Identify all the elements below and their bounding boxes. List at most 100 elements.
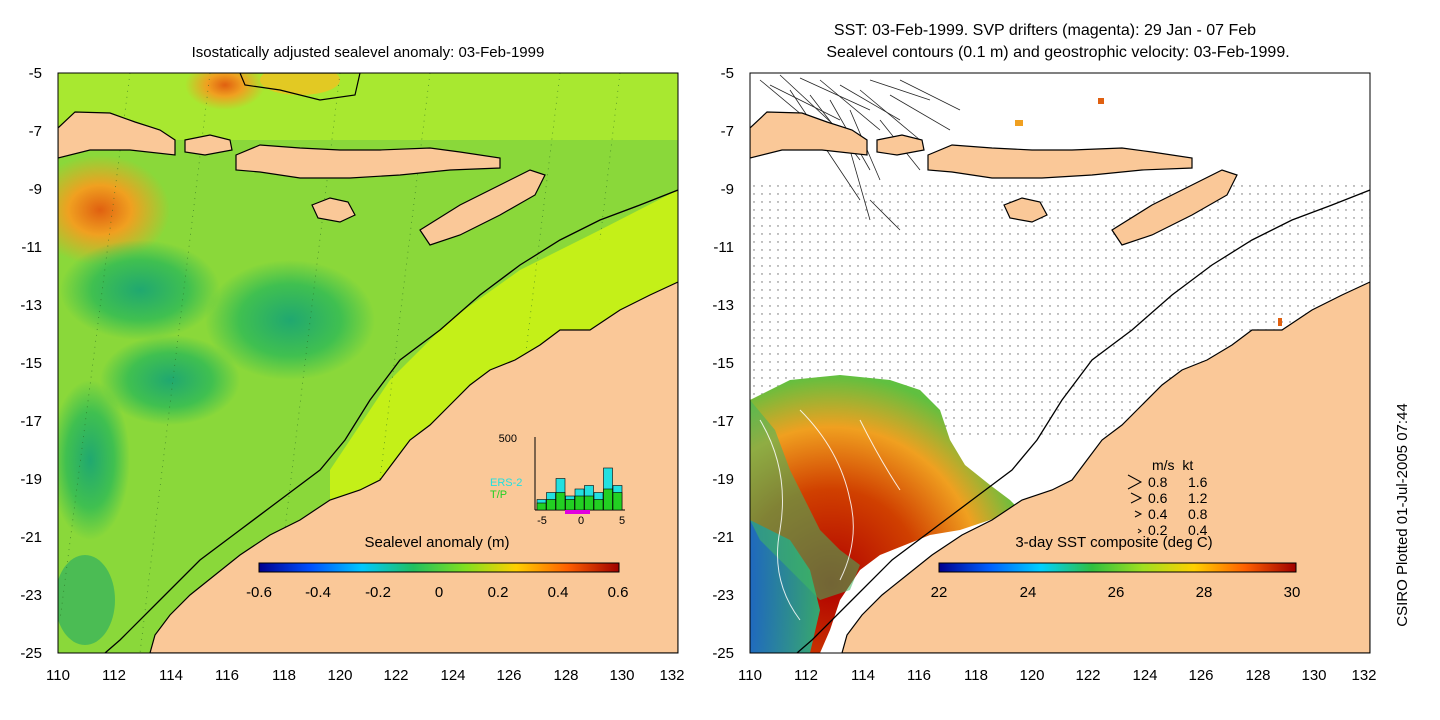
right-map <box>750 73 1370 653</box>
right-xtick-11: 132 <box>1351 667 1376 684</box>
right-sumbawa-flores <box>927 144 1193 179</box>
right-colorbar-gradient-bar <box>938 562 1297 573</box>
left-sumba <box>311 197 356 223</box>
right-ytick-9: -23 <box>712 587 734 604</box>
left-xtick-6: 122 <box>383 667 408 684</box>
left-north-australia <box>149 281 678 653</box>
left-cb-tick-5: 0.4 <box>548 584 569 601</box>
left-xtick-7: 124 <box>440 667 465 684</box>
histogram-drifter-bar <box>565 510 590 514</box>
left-xtick-2: 114 <box>159 667 183 684</box>
left-warm-anomaly-west <box>58 155 170 265</box>
left-ytick-5: -15 <box>20 355 42 372</box>
right-shelf-edge-contour <box>796 189 1370 653</box>
right-ytick-5: -15 <box>712 355 734 372</box>
right-xtick-7: 124 <box>1132 667 1157 684</box>
right-y-axis: -5 -7 -9 -11 -13 -15 -17 -19 -21 -23 -25 <box>712 65 734 662</box>
histogram-bar-tp <box>546 499 556 511</box>
velocity-legend-ms-2: 0.4 <box>1148 506 1168 522</box>
right-timor <box>1111 169 1238 246</box>
velocity-legend-arrow-1 <box>1130 492 1143 504</box>
velocity-legend-arrow-3 <box>1137 528 1142 534</box>
left-xtick-0: 110 <box>46 667 70 684</box>
left-cb-tick-6: 0.6 <box>608 584 629 601</box>
left-cb-tick-1: -0.4 <box>305 584 331 601</box>
left-cool-anomaly-3 <box>100 335 240 425</box>
right-ytick-3: -11 <box>713 239 734 256</box>
right-colorbar <box>938 562 1297 573</box>
left-ytick-7: -19 <box>20 471 42 488</box>
right-sst-pixel-3 <box>1278 318 1282 326</box>
left-colorbar-gradient-bar <box>258 562 620 573</box>
histogram-bar-tp <box>555 492 566 511</box>
right-sealevel-contours <box>759 409 901 621</box>
left-xtick-1: 112 <box>102 667 126 684</box>
left-ytick-10: -25 <box>20 645 42 662</box>
histogram-ymax-label: 500 <box>499 433 517 445</box>
left-cool-anomaly-5 <box>58 555 115 645</box>
right-sumba <box>1003 197 1048 223</box>
left-ytick-6: -17 <box>20 413 42 430</box>
velocity-legend-ms-3: 0.2 <box>1148 522 1168 538</box>
left-ytick-9: -23 <box>20 587 42 604</box>
right-cb-tick-3: 28 <box>1196 584 1213 601</box>
left-land <box>58 73 678 653</box>
right-map-frame <box>749 72 1371 654</box>
right-ytick-6: -17 <box>712 413 734 430</box>
velocity-legend-kt-2: 0.8 <box>1188 506 1208 522</box>
velocity-legend-kt-1: 1.2 <box>1188 490 1208 506</box>
histogram-xtick-0: -5 <box>537 515 547 527</box>
left-colorbar-ticks: -0.6 -0.4 -0.2 0 0.2 0.4 0.6 <box>246 584 628 601</box>
left-java-island <box>58 111 176 159</box>
left-cb-tick-3: 0 <box>435 584 443 601</box>
right-panel-title-line1: SST: 03-Feb-1999. SVP drifters (magenta)… <box>834 22 1256 39</box>
histogram-bars <box>536 467 623 511</box>
histogram-bar-tp <box>574 495 585 511</box>
right-ytick-8: -21 <box>712 529 734 546</box>
velocity-legend-kt-0: 1.6 <box>1188 474 1208 490</box>
left-panel-title: Isostatically adjusted sealevel anomaly:… <box>192 44 545 61</box>
left-xtick-3: 116 <box>215 667 239 684</box>
left-ytick-1: -7 <box>29 123 42 140</box>
left-xtick-11: 132 <box>659 667 684 684</box>
left-colorbar <box>258 562 620 573</box>
velocity-legend-ms-1: 0.6 <box>1148 490 1168 506</box>
right-colorbar-ticks: 22 24 26 28 30 <box>931 584 1301 601</box>
right-xtick-8: 126 <box>1188 667 1213 684</box>
left-xtick-10: 130 <box>609 667 634 684</box>
left-ytick-3: -11 <box>21 239 42 256</box>
left-map <box>58 73 678 653</box>
right-ytick-10: -25 <box>712 645 734 662</box>
histogram-bar-tp <box>536 502 547 511</box>
histogram-bar-tp <box>584 495 594 511</box>
left-ytick-4: -13 <box>20 297 42 314</box>
velocity-legend-ms-0: 0.8 <box>1148 474 1168 490</box>
velocity-legend-arrow-2 <box>1134 510 1143 518</box>
left-ytick-0: -5 <box>29 65 42 82</box>
left-sumbawa-flores <box>235 144 501 179</box>
right-java-island <box>750 111 868 159</box>
left-cb-tick-0: -0.6 <box>246 584 272 601</box>
histogram-legend-tp: T/P <box>490 489 507 501</box>
left-timor <box>419 169 546 246</box>
velocity-legend-header: m/s kt <box>1152 457 1193 473</box>
right-sst-cold-patch <box>750 520 820 653</box>
right-colorbar-label: 3-day SST composite (deg C) <box>1015 534 1212 551</box>
left-cb-tick-4: 0.2 <box>488 584 509 601</box>
velocity-legend: m/s kt 0.8 1.6 0.6 1.2 0.4 0.8 0.2 0.4 <box>1127 457 1208 538</box>
right-land <box>750 111 1370 653</box>
left-ytick-8: -21 <box>20 529 42 546</box>
right-xtick-3: 116 <box>907 667 931 684</box>
right-ytick-0: -5 <box>721 65 734 82</box>
right-cb-tick-4: 30 <box>1284 584 1301 601</box>
left-xtick-5: 120 <box>327 667 352 684</box>
histogram-legend-ers2: ERS-2 <box>490 477 522 489</box>
histogram: 500 ERS-2 T/P -5 0 5 <box>490 433 625 527</box>
left-xtick-4: 118 <box>272 667 296 684</box>
left-x-axis: 110 112 114 116 118 120 122 124 126 128 … <box>46 667 684 684</box>
right-xtick-10: 130 <box>1301 667 1326 684</box>
right-north-australia <box>841 281 1370 653</box>
left-shelf-edge-contour <box>104 189 678 653</box>
left-colorbar-label: Sealevel anomaly (m) <box>364 534 509 551</box>
